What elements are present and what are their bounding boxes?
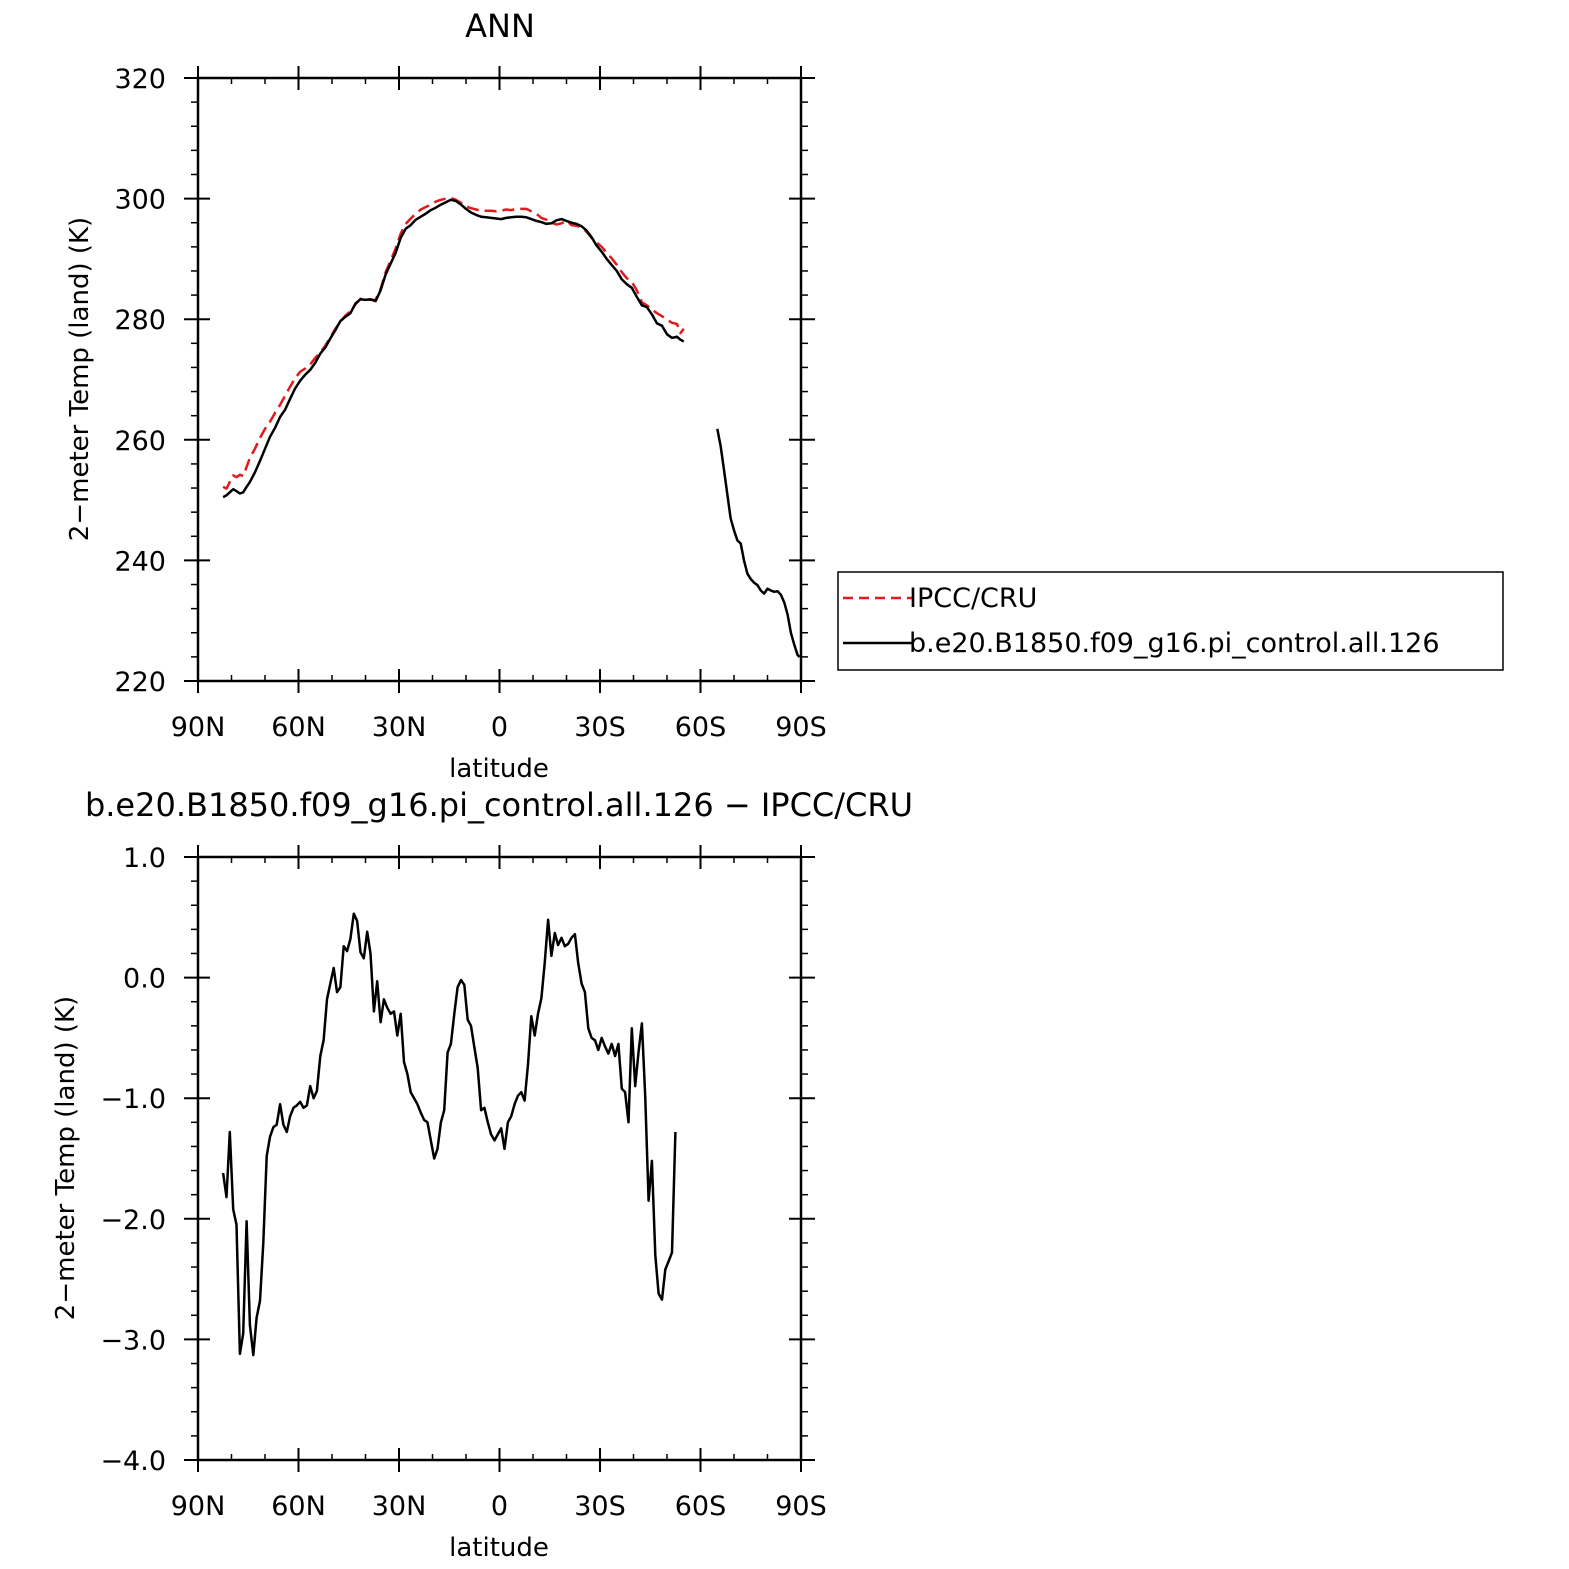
y-tick-label: 220	[114, 667, 166, 698]
y-tick-label: 320	[114, 64, 166, 95]
bottom-chart-title: b.e20.B1850.f09_g16.pi_control.all.126 −…	[85, 786, 913, 824]
y-tick-label: −1.0	[100, 1084, 166, 1115]
y-tick-label: −2.0	[100, 1205, 166, 1236]
top-series-line-0	[222, 196, 685, 490]
top-plot-frame	[196, 76, 803, 683]
legend-box	[837, 571, 1504, 671]
x-tick-label: 60N	[271, 1491, 326, 1522]
x-tick-label: 60S	[675, 712, 727, 743]
x-tick-label: 0	[491, 1491, 508, 1522]
legend: IPCC/CRU b.e20.B1850.f09_g16.pi_control.…	[837, 571, 1504, 671]
bottom-panel: b.e20.B1850.f09_g16.pi_control.all.126 −…	[51, 786, 913, 1563]
legend-label-obs: IPCC/CRU	[909, 583, 1037, 614]
x-tick-label: 30S	[574, 712, 626, 743]
legend-label-model: b.e20.B1850.f09_g16.pi_control.all.126	[909, 628, 1440, 659]
bottom-x-axis-label: latitude	[449, 1533, 549, 1563]
y-tick-label: −3.0	[100, 1325, 166, 1356]
bottom-series-line-0	[221, 912, 677, 1357]
x-tick-label: 60N	[271, 712, 326, 743]
top-panel: ANN 2−meter Temp (land) (K) latitude 90N…	[65, 7, 827, 784]
bottom-series-group	[221, 912, 677, 1357]
y-tick-label: −4.0	[100, 1446, 166, 1477]
y-tick-label: 1.0	[123, 843, 166, 874]
x-tick-label: 30N	[372, 1491, 427, 1522]
top-y-axis-label: 2−meter Temp (land) (K)	[65, 217, 95, 541]
x-tick-label: 90S	[775, 712, 827, 743]
x-tick-label: 90N	[171, 712, 226, 743]
x-tick-label: 30S	[574, 1491, 626, 1522]
x-tick-label: 60S	[675, 1491, 727, 1522]
y-tick-label: 300	[114, 185, 166, 216]
x-tick-label: 30N	[372, 712, 427, 743]
bottom-axis-ticks	[184, 845, 815, 1472]
top-chart-title: ANN	[465, 7, 535, 45]
y-tick-label: 280	[114, 305, 166, 336]
bottom-y-axis-label: 2−meter Temp (land) (K)	[51, 996, 81, 1320]
bottom-plot-frame	[196, 855, 803, 1462]
top-tick-labels: 90N 60N 30N 0 30S 60S 90S 320 300 280 260 240 220	[114, 64, 826, 743]
y-tick-label: 240	[114, 546, 166, 577]
y-tick-label: 0.0	[123, 964, 166, 995]
top-axis-ticks	[184, 66, 815, 693]
bottom-tick-labels: 90N 60N 30N 0 30S 60S 90S 1.0 0.0 −1.0 −2.0 −3.0 −4.…	[100, 843, 826, 1522]
top-series-line-1	[222, 198, 801, 658]
x-tick-label: 0	[491, 712, 508, 743]
top-x-axis-label: latitude	[449, 754, 549, 784]
x-tick-label: 90N	[171, 1491, 226, 1522]
y-tick-label: 260	[114, 426, 166, 457]
top-series-group	[222, 196, 801, 658]
x-tick-label: 90S	[775, 1491, 827, 1522]
